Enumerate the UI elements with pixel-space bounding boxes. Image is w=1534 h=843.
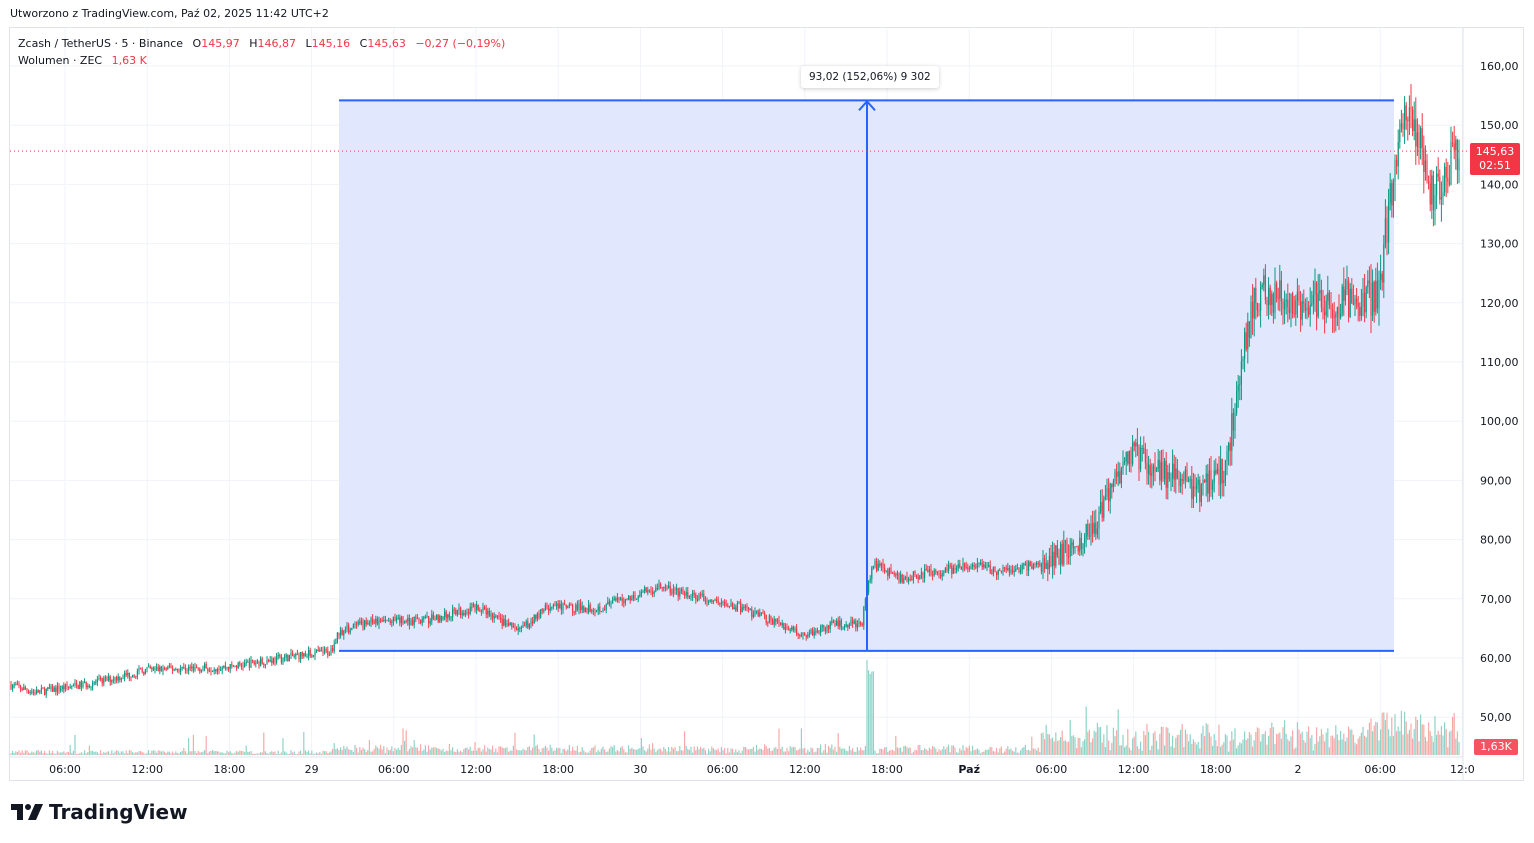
- symbol-title[interactable]: Zcash / TetherUS · 5 · Binance: [18, 37, 184, 50]
- y-tick-label: 60,00: [1480, 652, 1512, 665]
- low-label: L: [305, 37, 312, 50]
- x-tick-label: 29: [305, 763, 319, 776]
- close-value: 145,63: [367, 37, 406, 50]
- close-label: C: [359, 37, 368, 50]
- high-value: 146,87: [257, 37, 297, 50]
- arrow-up-icon: [858, 99, 876, 112]
- x-tick-label: 12:00: [1118, 763, 1150, 776]
- x-tick-label: 12:00: [131, 763, 163, 776]
- x-tick-label: 06:00: [378, 763, 410, 776]
- x-tick-label: 2: [1295, 763, 1302, 776]
- created-caption: Utworzono z TradingView.com, Paź 02, 202…: [10, 7, 329, 20]
- y-tick-label: 100,00: [1480, 415, 1519, 428]
- y-tick-label: 120,00: [1480, 297, 1519, 310]
- chart-frame: [9, 27, 1524, 781]
- volume-title[interactable]: Wolumen · ZEC: [18, 54, 103, 67]
- volume-value: 1,63 K: [111, 54, 147, 67]
- y-tick-label: 140,00: [1480, 178, 1519, 191]
- volume-row: Wolumen · ZEC 1,63 K: [18, 52, 505, 69]
- x-tick-label: 12:00: [789, 763, 821, 776]
- y-tick-label: 130,00: [1480, 238, 1519, 251]
- brand-name: TradingView: [49, 800, 188, 824]
- x-tick-label: 18:00: [542, 763, 574, 776]
- x-tick-label: 18:00: [871, 763, 903, 776]
- y-tick-label: 90,00: [1480, 474, 1512, 487]
- ohlc-row: Zcash / TetherUS · 5 · Binance O145,97 H…: [18, 35, 505, 52]
- open-label: O: [192, 37, 202, 50]
- open-value: 145,97: [201, 37, 240, 50]
- y-tick-label: 160,00: [1480, 60, 1519, 73]
- last-volume-tag: 1,63K: [1474, 739, 1518, 755]
- x-tick-label: 18:00: [214, 763, 246, 776]
- y-tick-label: 50,00: [1480, 711, 1512, 724]
- last-price-tag: 145,63 02:51: [1470, 143, 1520, 175]
- x-tick-label: 06:00: [707, 763, 739, 776]
- x-tick-label: 12:00: [460, 763, 492, 776]
- x-tick-label: 18:00: [1200, 763, 1232, 776]
- x-tick-label: 12:0: [1450, 763, 1475, 776]
- change-value: −0,27 (−0,19%): [415, 37, 506, 50]
- y-tick-label: 150,00: [1480, 119, 1519, 132]
- last-price-value: 145,63: [1475, 145, 1515, 158]
- y-tick-label: 110,00: [1480, 356, 1519, 369]
- x-tick-label: 06:00: [1364, 763, 1396, 776]
- y-tick-label: 80,00: [1480, 534, 1512, 547]
- x-tick-label: 06:00: [1036, 763, 1068, 776]
- tradingview-logo[interactable]: TradingView: [11, 800, 188, 824]
- symbol-legend: Zcash / TetherUS · 5 · Binance O145,97 H…: [18, 35, 505, 69]
- measure-tooltip: 93,02 (152,06%) 9 302: [801, 66, 939, 88]
- candles: [10, 84, 1460, 699]
- y-tick-label: 70,00: [1480, 593, 1512, 606]
- high-label: H: [249, 37, 258, 50]
- x-tick-label: 30: [633, 763, 647, 776]
- x-tick-label: 06:00: [49, 763, 81, 776]
- volume-bars: [10, 659, 1460, 755]
- low-value: 145,16: [311, 37, 351, 50]
- x-tick-label: Paź: [958, 763, 980, 776]
- bar-countdown: 02:51: [1479, 159, 1511, 172]
- tradingview-logo-icon: [11, 804, 43, 820]
